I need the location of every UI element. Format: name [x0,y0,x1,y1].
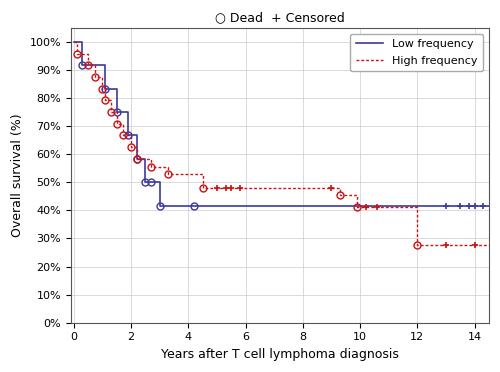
Legend: Low frequency, High frequency: Low frequency, High frequency [350,33,484,71]
Y-axis label: Overall survival (%): Overall survival (%) [11,113,24,237]
X-axis label: Years after T cell lymphoma diagnosis: Years after T cell lymphoma diagnosis [161,348,399,361]
Title: ○ Dead  + Censored: ○ Dead + Censored [215,11,345,24]
